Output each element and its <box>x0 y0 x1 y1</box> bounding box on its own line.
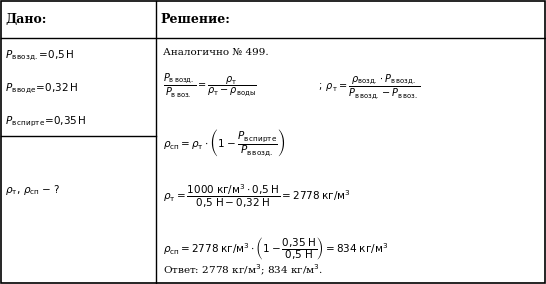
Text: Решение:: Решение: <box>161 13 230 26</box>
Text: $P_{\mathrm{в\,спирте}}\!=\!0{,}35\,\mathrm{H}$: $P_{\mathrm{в\,спирте}}\!=\!0{,}35\,\mat… <box>5 114 87 129</box>
Text: $P_{\mathrm{в\,воде}}\!=\!0{,}32\,\mathrm{H}$: $P_{\mathrm{в\,воде}}\!=\!0{,}32\,\mathr… <box>5 82 78 96</box>
Text: $\rho_\mathrm{т},\,\rho_\mathrm{сп}\;{-}\;?$: $\rho_\mathrm{т},\,\rho_\mathrm{сп}\;{-}… <box>5 183 60 197</box>
Text: $;\;\rho_\mathrm{т} = \dfrac{\rho_{\mathrm{возд.}} \cdot P_{\mathrm{в\,возд.}}}{: $;\;\rho_\mathrm{т} = \dfrac{\rho_{\math… <box>318 72 420 101</box>
Text: $\rho_\mathrm{сп} = 2778\;\mathrm{кг/м^3} \cdot \left(1 - \dfrac{0{,}35\;\mathrm: $\rho_\mathrm{сп} = 2778\;\mathrm{кг/м^3… <box>163 235 388 262</box>
Text: $\dfrac{P_{\mathrm{в\,возд.}}}{P_{\mathrm{в\,воз.}}} = \dfrac{\rho_\mathrm{т}}{\: $\dfrac{P_{\mathrm{в\,возд.}}}{P_{\mathr… <box>163 72 257 100</box>
Text: $\rho_\mathrm{т} = \dfrac{1000\;\mathrm{кг/м^3} \cdot 0{,}5\;\mathrm{H}}{0{,}5\;: $\rho_\mathrm{т} = \dfrac{1000\;\mathrm{… <box>163 183 351 210</box>
Text: Аналогично № 499.: Аналогично № 499. <box>163 48 268 57</box>
Text: Дано:: Дано: <box>5 13 46 26</box>
Text: $\rho_\mathrm{сп} = \rho_\mathrm{т} \cdot \left(1 - \dfrac{P_{\mathrm{в\,спирте}: $\rho_\mathrm{сп} = \rho_\mathrm{т} \cdo… <box>163 128 285 159</box>
Text: Ответ: 2778 кг/м$^3$; 834 кг/м$^3$.: Ответ: 2778 кг/м$^3$; 834 кг/м$^3$. <box>163 263 323 277</box>
Text: $P_{\mathrm{в\,возд.}}\!=\!0{,}5\,\mathrm{H}$: $P_{\mathrm{в\,возд.}}\!=\!0{,}5\,\mathr… <box>5 49 75 64</box>
